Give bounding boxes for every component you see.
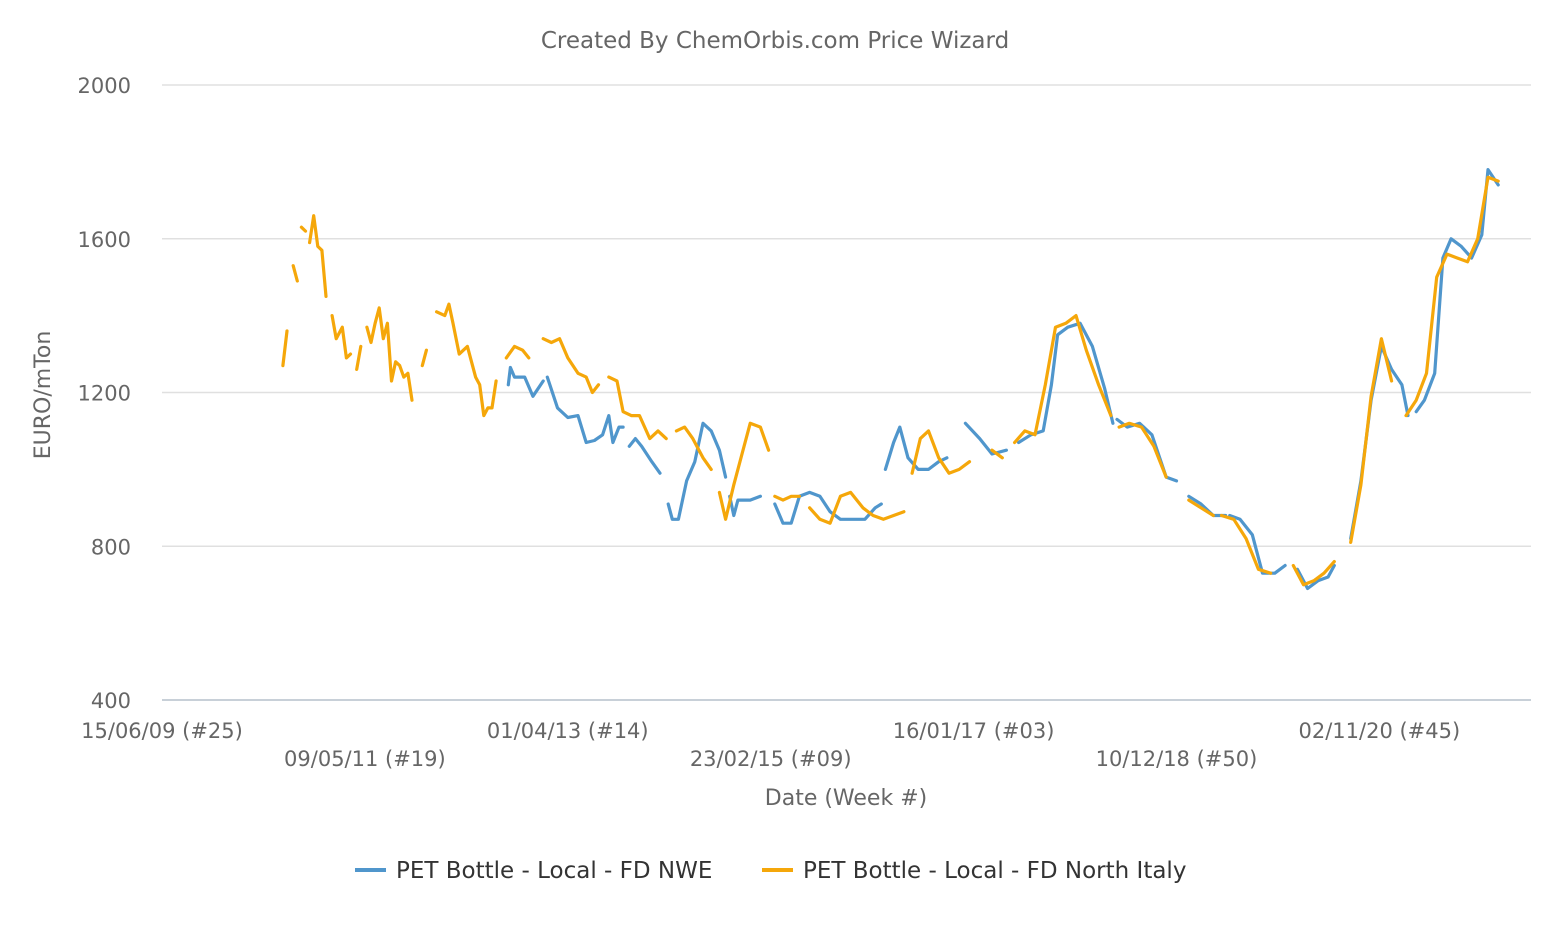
x-axis-title: Date (Week #): [765, 786, 927, 811]
x-tick-label: 16/01/17 (#03): [893, 719, 1055, 743]
series-line-segment: [808, 490, 906, 525]
series-line-segment: [330, 314, 353, 360]
x-tick-label: 09/05/11 (#19): [284, 747, 446, 771]
series-line-segment: [1291, 560, 1336, 587]
series-line-segment: [728, 494, 762, 518]
series-line-segment: [1228, 513, 1287, 575]
x-tick-label: 15/06/09 (#25): [81, 719, 243, 743]
series-line-segment: [504, 344, 531, 360]
series-line-segment: [506, 365, 545, 398]
chart-title: Created By ChemOrbis.com Price Wizard: [541, 28, 1009, 54]
legend-label: PET Bottle - Local - FD NWE: [396, 858, 712, 884]
series-line-segment: [1349, 337, 1394, 544]
y-tick-labels: 400 800 1200 1600 2000: [78, 74, 131, 713]
x-tick-label: 23/02/15 (#09): [690, 747, 852, 771]
y-tick-label-1600: 1600: [78, 228, 131, 252]
y-tick-label-400: 400: [91, 689, 131, 713]
series-lines: [281, 168, 1500, 591]
x-tick-label: 10/12/18 (#50): [1096, 747, 1258, 771]
series-line-segment: [1295, 563, 1336, 591]
series-line-segment: [773, 490, 883, 525]
y-tick-label-2000: 2000: [78, 74, 131, 98]
series-line-segment: [1117, 421, 1168, 479]
series-line-segment: [1219, 513, 1273, 575]
series-line-segment: [291, 264, 299, 283]
legend-item-2[interactable]: PET Bottle - Local - FD North Italy: [762, 858, 1186, 884]
series-line-segment: [607, 375, 668, 441]
legend: PET Bottle - Local - FD NWE PET Bottle - …: [355, 858, 1186, 884]
series-line-segment: [1414, 168, 1500, 414]
gridlines: [162, 84, 1531, 701]
x-tick-labels: 15/06/09 (#25) 09/05/11 (#19) 01/04/13 (#1…: [81, 719, 1460, 771]
series-1: [506, 168, 1500, 591]
series-line-segment: [545, 375, 625, 445]
series-line-segment: [1404, 175, 1500, 418]
series-line-segment: [963, 421, 1008, 456]
y-tick-label-1200: 1200: [78, 382, 131, 406]
series-line-segment: [1115, 417, 1179, 483]
series-line-segment: [883, 425, 949, 471]
series-line-segment: [627, 437, 662, 475]
y-axis-title: EURO/mTon: [31, 331, 56, 460]
x-tick-label: 02/11/20 (#45): [1298, 719, 1460, 743]
legend-item-1[interactable]: PET Bottle - Local - FD NWE: [355, 858, 712, 884]
series-line-segment: [1349, 344, 1410, 541]
series-line-segment: [990, 448, 1004, 460]
series-line-segment: [299, 225, 308, 233]
x-tick-label: 01/04/13 (#14): [487, 719, 649, 743]
series-line-segment: [910, 429, 972, 475]
series-line-segment: [355, 344, 363, 371]
series-line-segment: [281, 329, 289, 368]
series-2: [281, 175, 1500, 587]
series-line-segment: [1017, 321, 1115, 445]
series-line-segment: [1013, 314, 1113, 445]
y-tick-label-800: 800: [91, 535, 131, 559]
series-line-segment: [1187, 498, 1215, 518]
series-line-segment: [435, 302, 498, 418]
series-line-segment: [1187, 494, 1228, 518]
series-line-segment: [773, 494, 801, 502]
series-line-segment: [674, 425, 713, 471]
series-line-segment: [541, 337, 601, 395]
series-line-segment: [308, 214, 328, 298]
series-line-segment: [717, 421, 771, 521]
legend-label: PET Bottle - Local - FD North Italy: [803, 858, 1186, 884]
series-line-segment: [365, 306, 414, 402]
series-line-segment: [666, 421, 728, 521]
series-line-segment: [420, 348, 428, 368]
